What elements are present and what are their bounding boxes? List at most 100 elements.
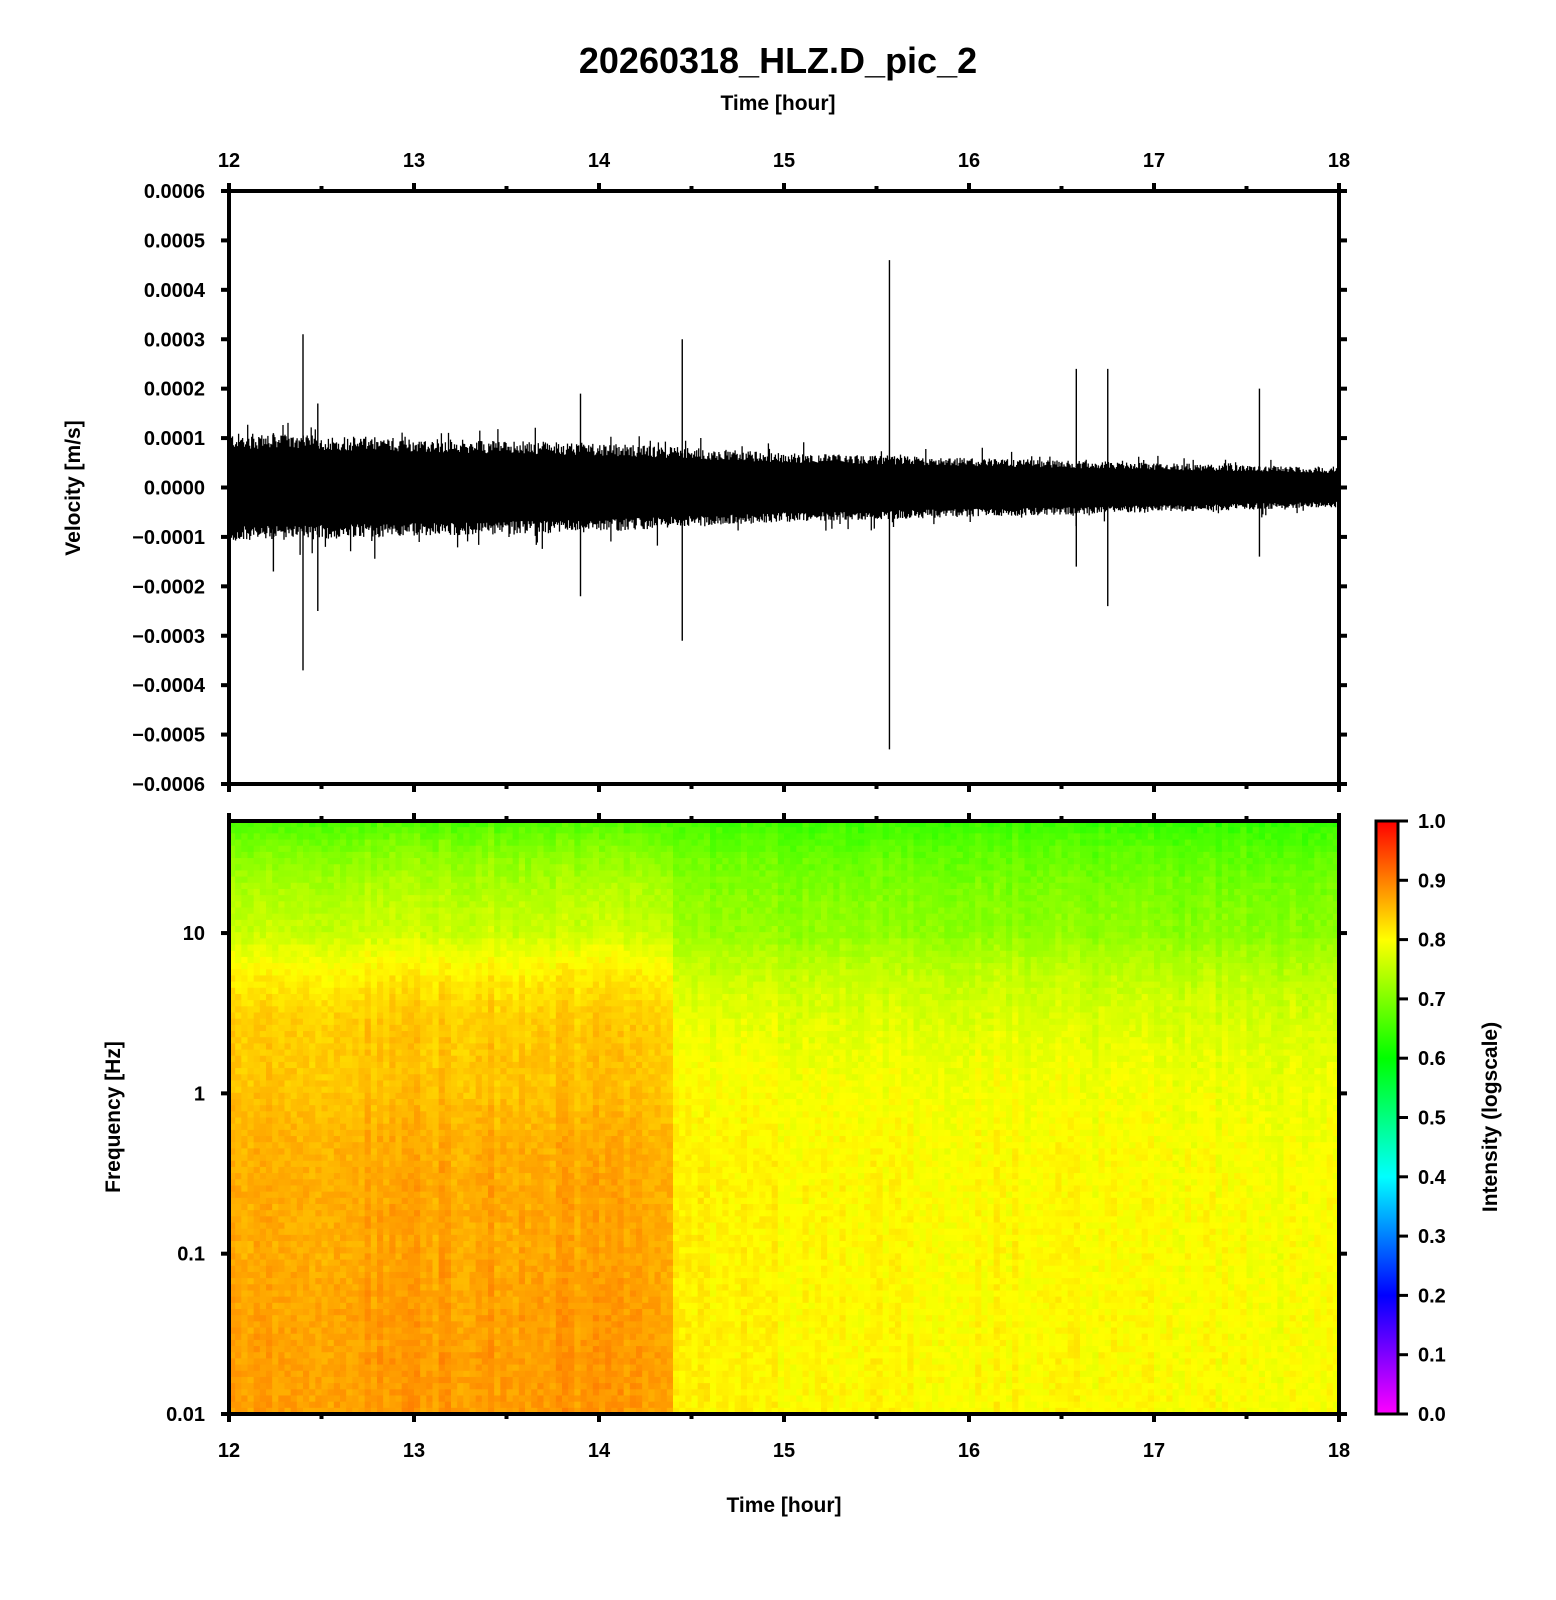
spectrogram-cell: [229, 950, 236, 958]
spectrogram-cell: [370, 1154, 378, 1162]
spectrogram-cell: [296, 1129, 304, 1137]
spectrogram-cell: [426, 1185, 434, 1193]
spectrogram-cell: [389, 963, 397, 970]
spectrogram-cell: [290, 963, 298, 970]
spectrogram-cell: [457, 1037, 464, 1044]
spectrogram-cell: [315, 1228, 323, 1236]
spectrogram-cell: [309, 907, 316, 915]
spectrogram-cell: [506, 1055, 514, 1063]
spectrogram-cell: [525, 1271, 532, 1279]
spectrogram-cell: [253, 1018, 261, 1026]
spectrogram-cell: [500, 876, 508, 884]
spectrogram-cell: [395, 1210, 403, 1217]
spectrogram-cell: [315, 1080, 323, 1088]
spectrogram-cell: [401, 1185, 409, 1193]
spectrogram-cell: [395, 1265, 403, 1273]
spectrogram-cell: [327, 907, 335, 915]
spectrogram-cell: [500, 1123, 508, 1131]
spectrogram-cell: [296, 1278, 304, 1285]
spectrogram-cell: [327, 858, 335, 865]
spectrogram-cell: [309, 975, 316, 983]
spectrogram-cell: [315, 926, 323, 933]
spectrogram-cell: [327, 1333, 335, 1341]
spectrogram-cell: [241, 1284, 249, 1292]
spectrogram-cell: [340, 1024, 347, 1032]
spectrogram-cell: [401, 1228, 409, 1236]
spectrogram-cell: [364, 1129, 372, 1137]
spectrogram-cell: [278, 969, 286, 977]
spectrogram-cell: [518, 1049, 526, 1057]
spectrogram-cell: [303, 1117, 310, 1125]
spectrogram-cell: [377, 1191, 384, 1199]
spectrogram-cell: [438, 1265, 446, 1273]
spectrogram-cell: [272, 1074, 279, 1082]
spectrogram-cell: [327, 1129, 335, 1137]
spectrogram-cell: [346, 1290, 353, 1298]
spectrogram-cell: [537, 1037, 545, 1044]
spectrogram-cell: [352, 1290, 360, 1298]
spectrogram-cell: [284, 1401, 292, 1409]
spectrogram-cell: [395, 1043, 403, 1051]
spectrogram-cell: [315, 1308, 323, 1316]
spectrogram-cell: [531, 1185, 538, 1193]
spectrogram-cell: [401, 1401, 409, 1409]
spectrogram-cell: [321, 1142, 329, 1149]
spectrogram-cell: [401, 833, 409, 841]
spectrogram-cell: [494, 1136, 501, 1143]
spectrogram-cell: [426, 1074, 434, 1082]
spectrogram-cell: [327, 827, 335, 834]
spectrogram-cell: [346, 1154, 353, 1162]
spectrogram-cell: [278, 1148, 286, 1156]
spectrogram-cell: [488, 1074, 495, 1082]
spectrogram-cell: [340, 1302, 347, 1310]
spectrogram-cell: [296, 882, 304, 890]
spectrogram-cell: [469, 1105, 477, 1112]
spectrogram-cell: [315, 1142, 323, 1149]
spectrogram-cell: [303, 1154, 310, 1162]
spectrogram-cell: [506, 1086, 514, 1094]
spectrogram-cell: [500, 1271, 508, 1279]
spectrogram-cell: [444, 1111, 452, 1119]
spectrogram-cell: [512, 864, 520, 872]
spectrogram-cell: [296, 932, 304, 939]
spectrogram-cell: [469, 1142, 477, 1149]
spectrogram-cell: [438, 1395, 446, 1403]
spectrogram-cell: [340, 1241, 347, 1248]
spectrogram-cell: [401, 1148, 409, 1156]
spectrogram-cell: [432, 1222, 440, 1230]
spectrogram-cell: [333, 944, 341, 952]
spectrogram-cell: [469, 1166, 477, 1174]
spectrogram-cell: [259, 1203, 267, 1211]
spectrogram-cell: [488, 1234, 495, 1242]
spectrogram-cell: [241, 1092, 249, 1100]
spectrogram-cell: [525, 1061, 532, 1069]
spectrogram-cell: [346, 1296, 353, 1304]
spectrogram-cell: [444, 1179, 452, 1187]
spectrogram-cell: [512, 901, 520, 909]
spectrogram-cell: [457, 944, 464, 952]
spectrogram-cell: [296, 1105, 304, 1112]
spectrogram-cell: [481, 1395, 489, 1403]
spectrogram-cell: [327, 1407, 335, 1415]
spectrogram-cell: [481, 907, 489, 915]
spectrogram-cell: [525, 1234, 532, 1242]
spectrogram-cell: [395, 1098, 403, 1106]
spectrogram-cell: [309, 913, 316, 921]
spectrogram-cell: [364, 1160, 372, 1168]
spectrogram-cell: [537, 1376, 545, 1384]
spectrogram-cell: [475, 895, 483, 902]
spectrogram-cell: [229, 926, 236, 933]
spectrogram-cell: [346, 1383, 353, 1390]
spectrogram-cell: [340, 1018, 347, 1026]
spectrogram-cell: [333, 1308, 341, 1316]
spectrogram-cell: [290, 1352, 298, 1360]
spectrogram-cell: [266, 1136, 273, 1143]
spectrogram-cell: [333, 901, 341, 909]
spectrogram-cell: [525, 1074, 532, 1082]
spectrogram-cell: [451, 1105, 458, 1112]
spectrogram-cell: [383, 1111, 390, 1119]
spectrogram-cell: [525, 1173, 532, 1180]
spectrogram-cell: [352, 1166, 360, 1174]
spectrogram-cell: [457, 827, 464, 834]
spectrogram-cell: [309, 1086, 316, 1094]
